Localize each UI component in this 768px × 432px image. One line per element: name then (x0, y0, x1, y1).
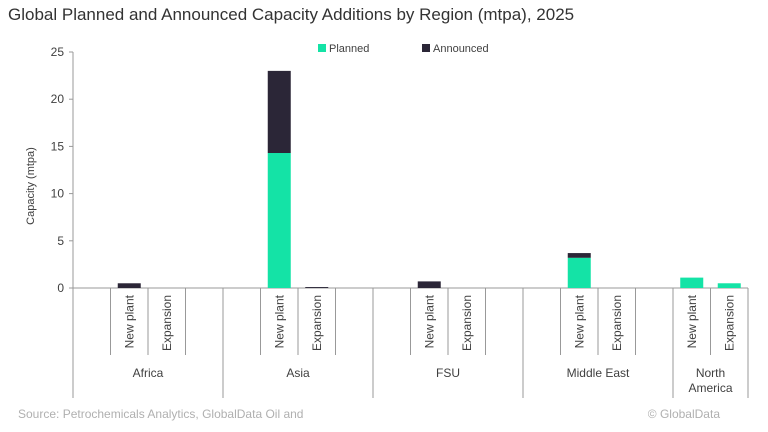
x-tick-label: Expansion (722, 295, 736, 351)
bar (267, 70, 291, 154)
group-label: Africa (132, 366, 164, 380)
group-label: Asia (286, 366, 310, 380)
x-tick-label: New plant (122, 294, 136, 348)
group-label: FSU (436, 366, 460, 380)
chart-title: Global Planned and Announced Capacity Ad… (8, 5, 574, 24)
credit: © GlobalData (648, 407, 721, 421)
legend-swatch (318, 44, 326, 52)
x-tick-label: New plant (572, 294, 586, 348)
x-tick-label: New plant (422, 294, 436, 348)
x-tick-label: Expansion (160, 295, 174, 351)
x-tick-label: Expansion (610, 295, 624, 351)
y-tick-label: 20 (51, 92, 65, 106)
y-tick-label: 0 (57, 281, 64, 295)
bar (567, 257, 591, 288)
legend-swatch (422, 44, 430, 52)
y-axis-label: Capacity (mtpa) (25, 147, 37, 225)
x-tick-label: New plant (272, 294, 286, 348)
x-tick-label: Expansion (460, 295, 474, 351)
bar (417, 281, 441, 288)
legend-label: Planned (329, 43, 369, 55)
group-label: Middle East (566, 366, 630, 380)
bar (717, 283, 741, 288)
x-tick-label: Expansion (310, 295, 324, 351)
source: Source: Petrochemicals Analytics, Global… (18, 407, 303, 421)
y-tick-label: 15 (51, 139, 65, 153)
x-tick-label: New plant (685, 294, 699, 348)
bar (680, 277, 704, 288)
bar (567, 253, 591, 258)
y-tick-label: 25 (51, 45, 65, 59)
legend-label: Announced (433, 43, 489, 55)
y-tick-label: 10 (51, 187, 65, 201)
y-tick-label: 5 (57, 234, 64, 248)
bar (305, 287, 329, 288)
bar (267, 153, 291, 288)
bar (117, 283, 141, 288)
group-label: North America (688, 366, 733, 395)
